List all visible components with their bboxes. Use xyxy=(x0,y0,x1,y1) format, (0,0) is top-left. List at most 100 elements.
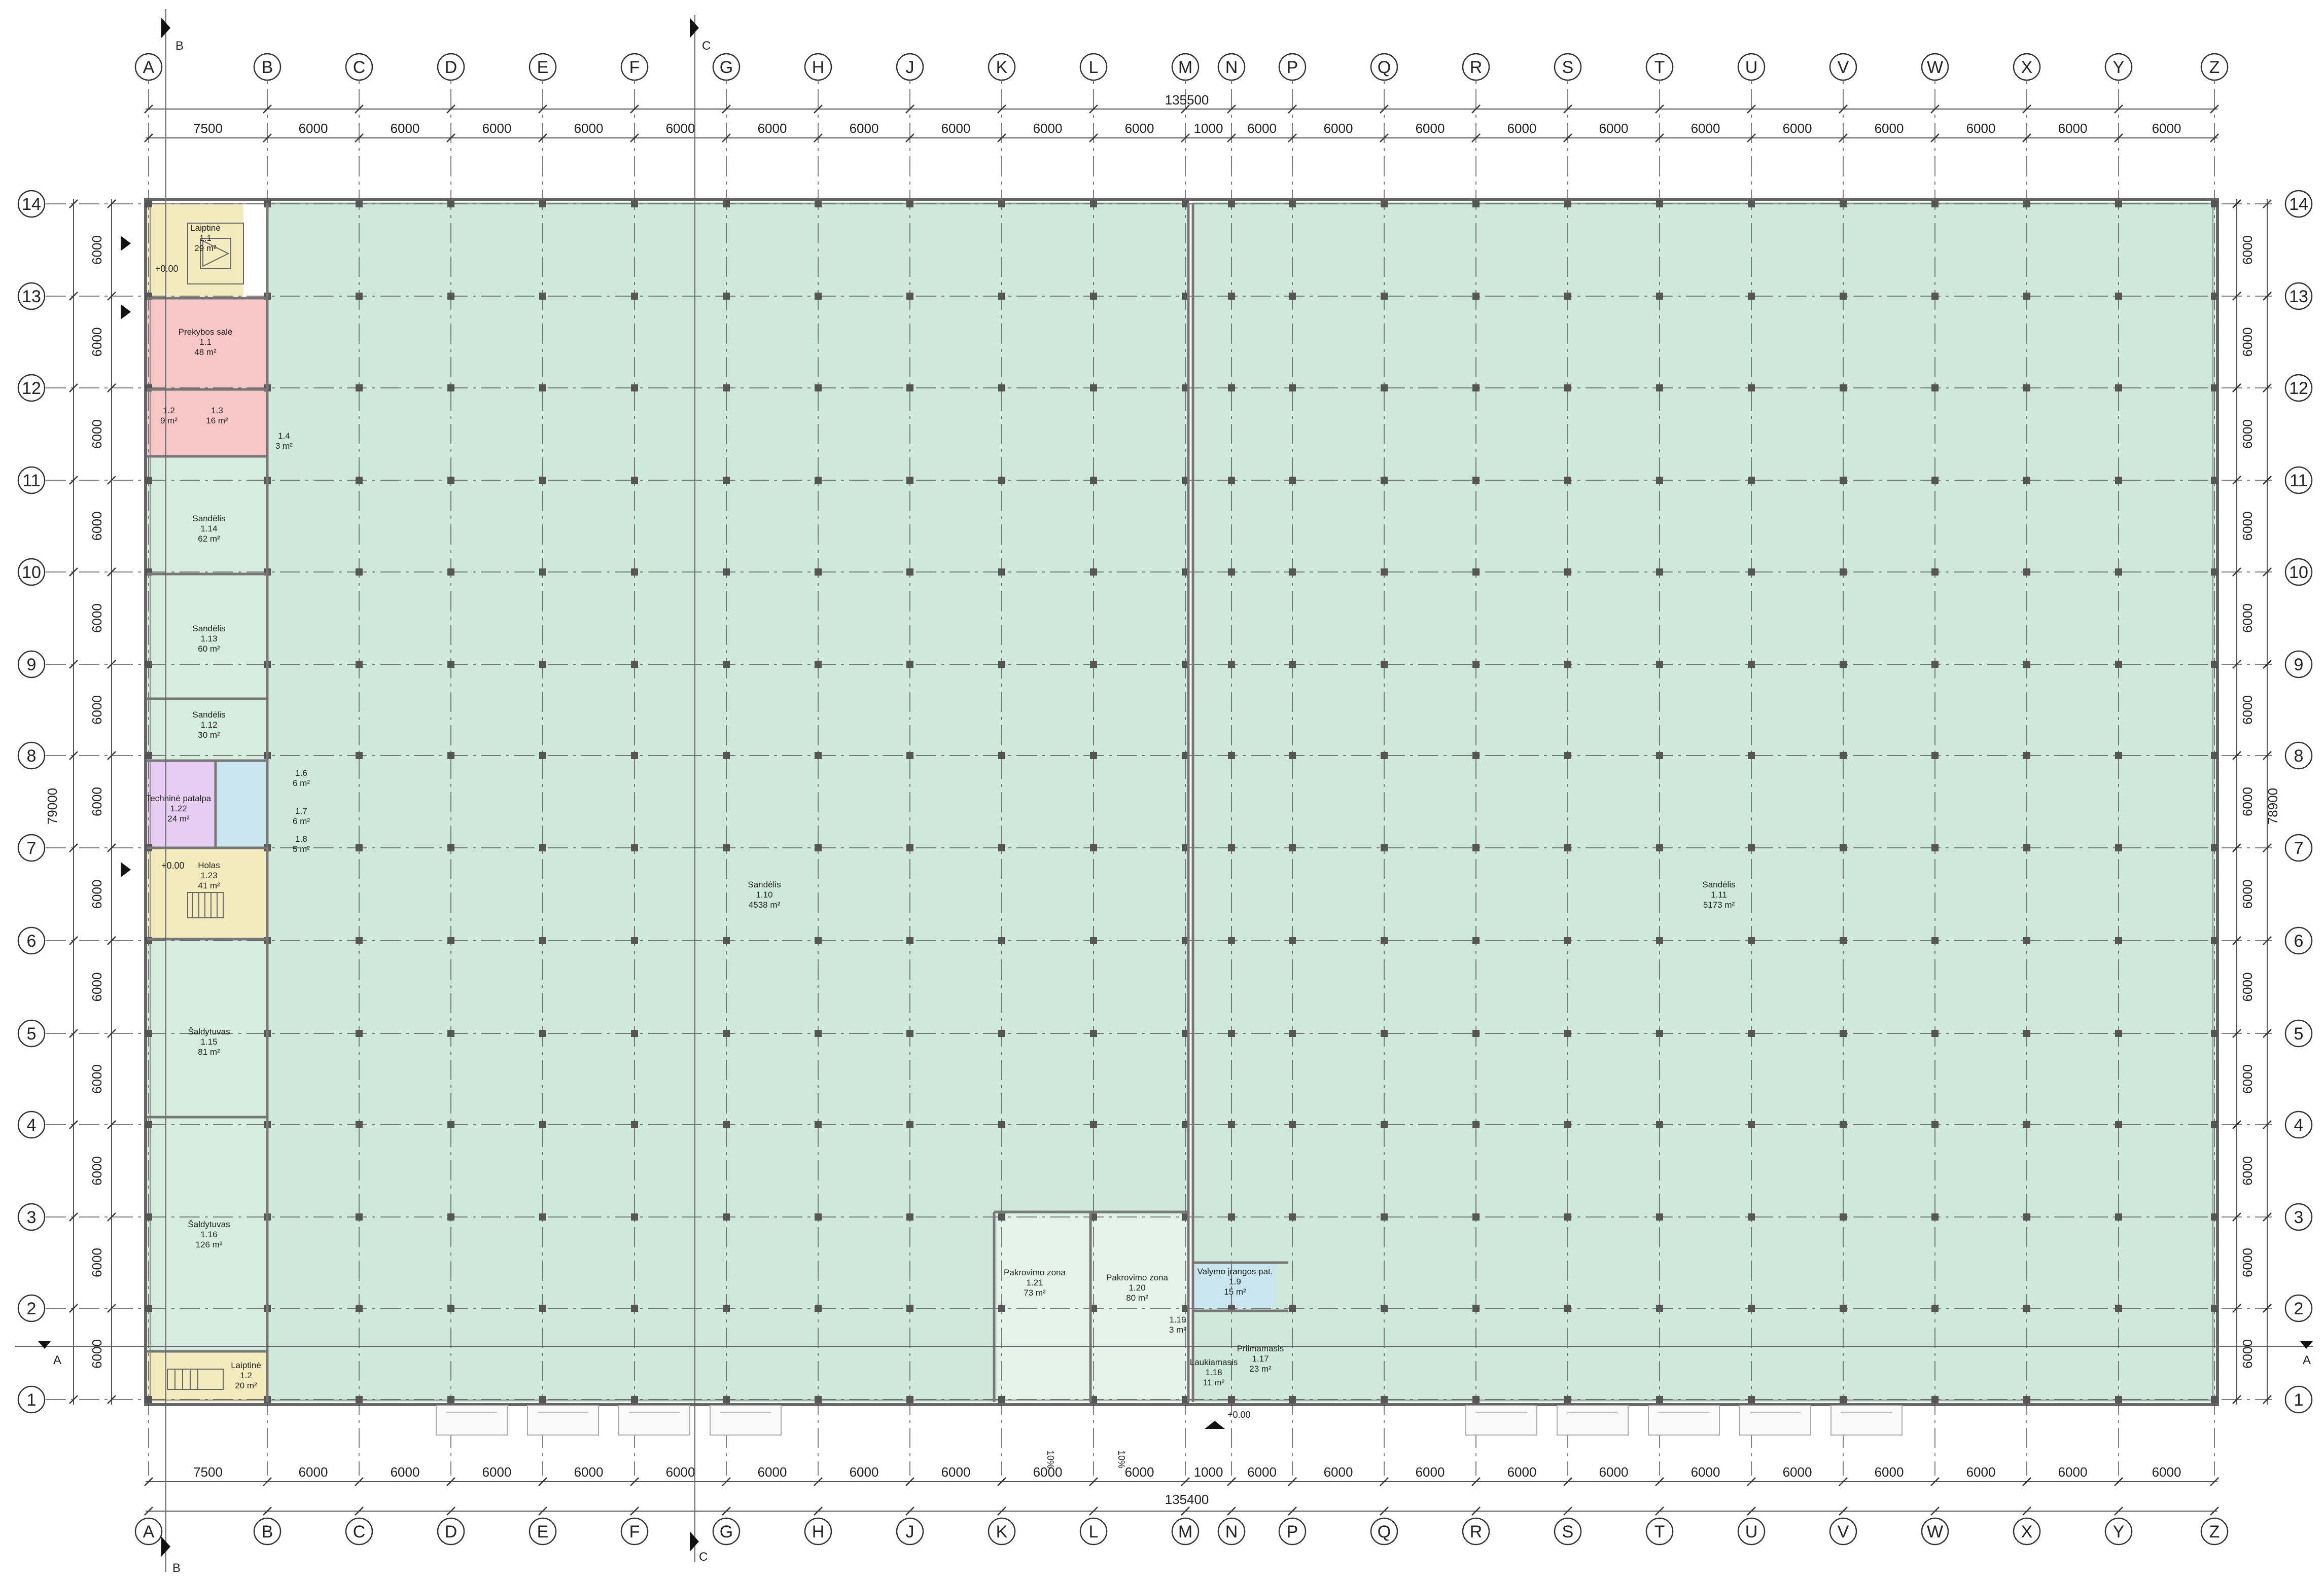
grid-bubble-top-B: B xyxy=(253,53,281,81)
room-name: Holas xyxy=(198,861,220,870)
grid-bubble-left-11: 11 xyxy=(17,466,46,494)
fill-loading-1-20 xyxy=(1091,1214,1188,1402)
tick xyxy=(69,843,78,852)
column xyxy=(1931,1030,1939,1037)
column xyxy=(145,1305,152,1312)
svg-text:6: 6 xyxy=(2294,932,2304,951)
column xyxy=(1840,844,1847,851)
grid-bubble-top-V: V xyxy=(1829,53,1857,81)
tick xyxy=(1380,1507,1389,1516)
svg-text:D: D xyxy=(445,58,457,77)
dimension-spans: 7500 7500 6000 6000 6000 6000 6000 6000 6000 6000… xyxy=(89,121,2255,1480)
column xyxy=(1381,384,1388,391)
column xyxy=(447,1305,454,1312)
tick xyxy=(997,1477,1006,1486)
column xyxy=(539,568,546,576)
column xyxy=(1748,1213,1755,1221)
column xyxy=(906,752,913,759)
grid-bubble-right-10: 10 xyxy=(2284,558,2313,586)
column xyxy=(1840,937,1847,944)
svg-text:4: 4 xyxy=(27,1116,37,1135)
dim-span-bottom-16: 6000 xyxy=(1507,1464,1537,1480)
dim-span-bottom-20: 6000 xyxy=(1875,1464,1904,1480)
column xyxy=(1228,384,1235,391)
svg-text:E: E xyxy=(537,58,549,77)
column xyxy=(1289,937,1296,944)
dim-row-right-8: 6000 xyxy=(2240,695,2255,725)
tick xyxy=(997,133,1006,142)
room-name: Šaldytuvas xyxy=(188,1220,230,1229)
room-number: 1.17 xyxy=(1252,1354,1269,1364)
svg-text:H: H xyxy=(812,58,825,77)
svg-text:E: E xyxy=(537,1522,549,1542)
tick xyxy=(1471,133,1481,142)
tick xyxy=(2114,133,2123,142)
column xyxy=(1090,844,1097,851)
grid-bubble-bottom-Q: Q xyxy=(1370,1517,1398,1546)
dim-span-bottom-1: 7500 xyxy=(193,1464,223,1480)
tick xyxy=(1471,1477,1481,1486)
column xyxy=(2023,937,2030,944)
column xyxy=(1289,1213,1296,1221)
tick xyxy=(1181,1507,1190,1516)
grid-bubble-left-7: 7 xyxy=(17,834,46,862)
column xyxy=(1381,293,1388,300)
room-number: 1.20 xyxy=(1129,1283,1145,1293)
column xyxy=(1931,568,1939,576)
column xyxy=(998,200,1005,207)
dim-right-total: 78900 xyxy=(2265,788,2280,825)
grid-bubble-bottom-W: W xyxy=(1921,1517,1949,1546)
svg-text:1: 1 xyxy=(27,1390,37,1410)
tick xyxy=(446,133,455,142)
fill-stairs-1-1 xyxy=(147,203,243,297)
column xyxy=(447,844,454,851)
dim-span-top-21: 6000 xyxy=(1966,121,1996,136)
building-inner-outline xyxy=(150,203,2213,1401)
dim-row-left-2: 6000 xyxy=(89,1248,104,1277)
column xyxy=(815,1030,822,1037)
column xyxy=(2211,568,2218,576)
fill-sales-1-2-1-3 xyxy=(147,390,267,455)
tick xyxy=(905,104,914,114)
column xyxy=(1656,200,1663,207)
column xyxy=(539,661,546,668)
section-c-top: C xyxy=(702,39,711,53)
column xyxy=(1656,1305,1663,1312)
room-area: 41 m² xyxy=(198,881,220,890)
level-mark-3: +0.00 xyxy=(1227,1410,1251,1420)
svg-text:J: J xyxy=(906,1522,914,1542)
grid-bubble-top-P: P xyxy=(1278,53,1307,81)
column xyxy=(1931,477,1939,484)
tick xyxy=(2263,383,2272,392)
dim-row-left-9: 6000 xyxy=(89,603,104,633)
svg-text:X: X xyxy=(2021,1522,2033,1542)
svg-text:Y: Y xyxy=(2113,1522,2125,1542)
column xyxy=(1748,844,1755,851)
room-area: 15 m² xyxy=(1224,1287,1246,1297)
tick xyxy=(2022,104,2031,114)
tick xyxy=(2263,476,2272,485)
column xyxy=(1472,1213,1480,1221)
svg-text:14: 14 xyxy=(2289,195,2308,214)
column xyxy=(1931,200,1939,207)
grid-bubble-bottom-M: M xyxy=(1171,1517,1200,1546)
column xyxy=(1289,200,1296,207)
grid-bubble-bottom-J: J xyxy=(896,1517,924,1546)
tick xyxy=(1655,1477,1664,1486)
tick xyxy=(2263,1120,2272,1129)
dim-span-bottom-7: 6000 xyxy=(758,1464,787,1480)
column xyxy=(356,661,363,668)
dim-span-top-20: 6000 xyxy=(1875,121,1904,136)
grid-bubble-top-Q: Q xyxy=(1370,53,1398,81)
tick xyxy=(1655,104,1664,114)
column xyxy=(1840,568,1847,576)
room-number: 1.3 xyxy=(211,406,223,415)
tick xyxy=(722,1507,731,1516)
dim-row-left-8: 6000 xyxy=(89,695,104,725)
column xyxy=(1090,477,1097,484)
column xyxy=(1090,1121,1097,1128)
column xyxy=(1931,1305,1939,1312)
